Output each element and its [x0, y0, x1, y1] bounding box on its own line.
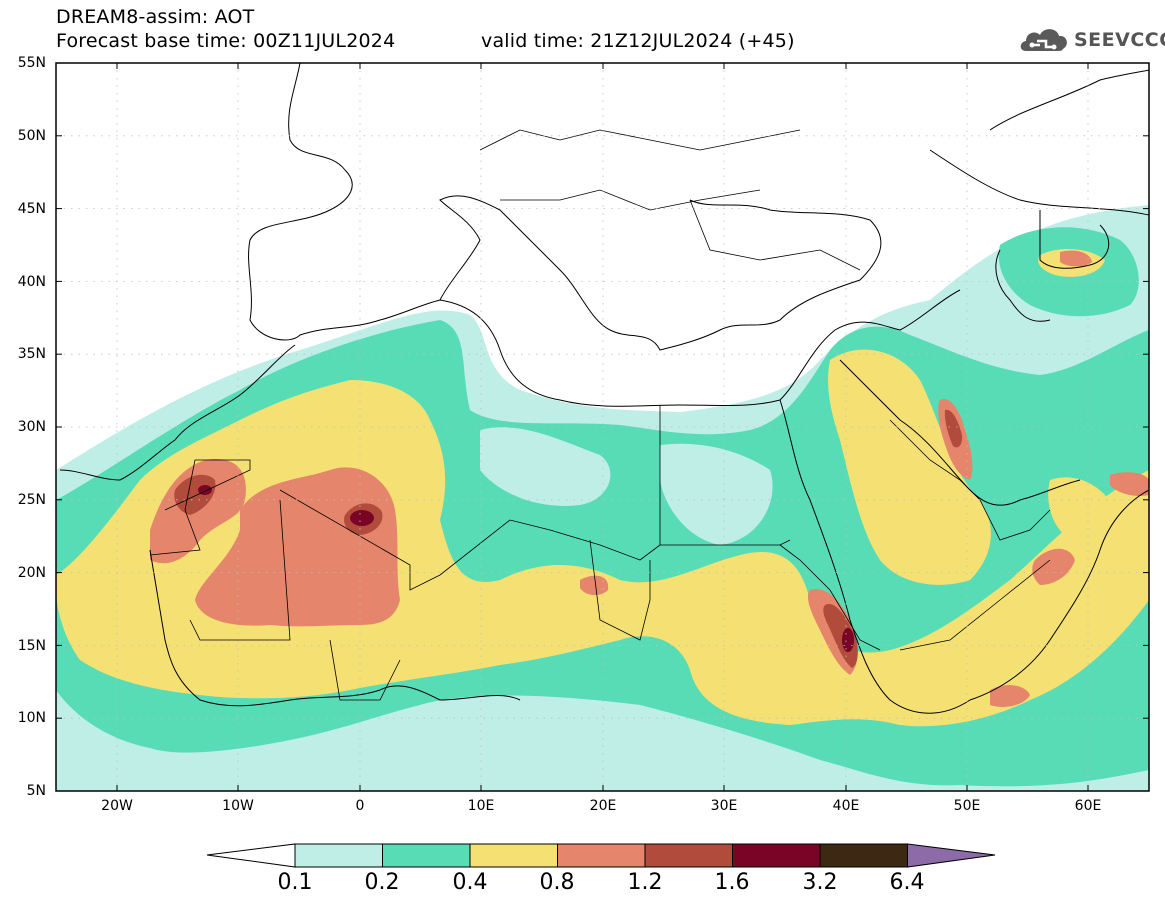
lon-label-0: 0: [355, 798, 365, 814]
lon-label-20e: 20E: [589, 798, 617, 814]
colorbar-label-4: 1.2: [627, 870, 663, 895]
base-time: Forecast base time: 00Z11JUL2024: [56, 30, 396, 52]
gridlines: [56, 63, 1149, 791]
lat-label-55n: 55N: [17, 55, 46, 71]
axis-ticks: [56, 62, 1149, 791]
lat-label-35n: 35N: [17, 346, 46, 362]
map-title: DREAM8-assim: AOT: [56, 6, 255, 28]
colorbar-label-1: 0.2: [364, 870, 400, 895]
forecast-time-line: Forecast base time: 00Z11JUL2024 valid ti…: [56, 30, 795, 52]
lat-label-10n: 10N: [17, 710, 46, 726]
borders: [149, 129, 1051, 701]
colorbar-label-2: 0.4: [452, 870, 488, 895]
colorbar-box-5: [732, 843, 821, 868]
lat-label-5n: 5N: [26, 783, 46, 799]
colorbar-label-5: 1.6: [714, 870, 750, 895]
colorbar-box-3: [557, 843, 646, 868]
colorbar-label-7: 6.4: [889, 870, 925, 895]
seevccc-logo: SEEVCCC: [1018, 23, 1165, 57]
colorbar-box-4: [644, 843, 733, 868]
colorbar-box-0: [294, 843, 383, 868]
colorbar-box-1: [382, 843, 471, 868]
lat-label-40n: 40N: [17, 274, 46, 290]
lon-label-10e: 10E: [467, 798, 495, 814]
valid-time: valid time: 21Z12JUL2024 (+45): [481, 30, 795, 52]
lat-label-45n: 45N: [17, 201, 46, 217]
colorbar-low-arrow: [206, 843, 296, 868]
cloud-icon: [1020, 29, 1067, 51]
lat-label-20n: 20N: [17, 565, 46, 581]
lat-label-25n: 25N: [17, 492, 46, 508]
lon-label-60e: 60E: [1074, 798, 1102, 814]
lat-label-30n: 30N: [17, 419, 46, 435]
lat-label-50n: 50N: [17, 128, 46, 144]
lon-label-20w: 20W: [101, 798, 133, 814]
colorbar: [206, 843, 996, 868]
lat-label-15n: 15N: [17, 638, 46, 654]
aot-map: [55, 62, 1150, 792]
coastlines: [59, 63, 1149, 714]
colorbar-label-3: 0.8: [539, 870, 575, 895]
colorbar-box-2: [469, 843, 558, 868]
colorbar-high-arrow: [907, 843, 996, 868]
lon-label-50e: 50E: [953, 798, 981, 814]
colorbar-label-6: 3.2: [802, 870, 838, 895]
logo-text: SEEVCCC: [1074, 29, 1165, 51]
colorbar-label-0: 0.1: [277, 870, 313, 895]
aot-shading: [56, 205, 1149, 791]
lon-label-40e: 40E: [832, 798, 860, 814]
lon-label-30e: 30E: [710, 798, 738, 814]
colorbar-box-6: [819, 843, 908, 868]
lon-label-10w: 10W: [222, 798, 254, 814]
